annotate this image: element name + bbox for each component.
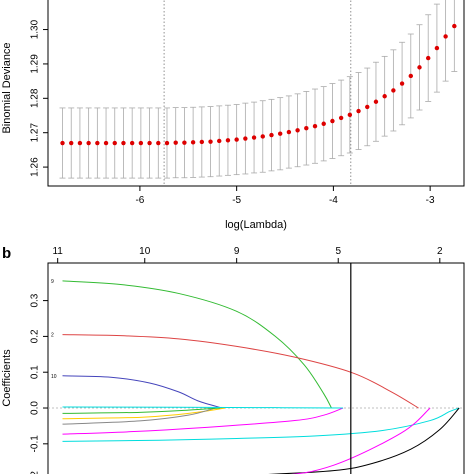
coefficient-path-label-1: 2 (51, 333, 54, 339)
coefficient-path-0 (62, 280, 332, 409)
deviance-point-6 (112, 140, 117, 146)
coefficient-top-tick-label-3: 5 (335, 246, 341, 257)
deviance-y-tick-label-0: 1.26 (30, 157, 41, 177)
coefficient-path-label-2: 10 (51, 374, 57, 380)
deviance-point-19 (225, 138, 231, 143)
coefficient-path-2 (62, 375, 223, 409)
deviance-point-12 (164, 140, 170, 146)
deviance-point-38 (391, 88, 396, 93)
deviance-point-23 (260, 134, 265, 139)
deviance-point-3 (86, 140, 91, 146)
deviance-y-tick-label-3: 1.29 (30, 54, 41, 74)
coefficient-top-tick-label-2: 9 (234, 246, 240, 257)
coefficient-top-ticks: 11 10 9 5 2 (52, 246, 443, 263)
coefficient-y-tick-label-3: 0.1 (30, 365, 41, 379)
coefficient-path-10 (62, 406, 344, 409)
deviance-point-10 (147, 140, 152, 146)
coefficient-path-4 (62, 407, 460, 442)
coefficient-path-6 (62, 407, 226, 420)
deviance-point-7 (121, 140, 126, 146)
coefficient-panel: b 11 10 9 5 2 -0.2 -0.1 0.0 0.1 0.2 0.3 9 2 10 Coef… (1, 245, 465, 474)
deviance-x-ticks: -6 -5 -4 -3 (135, 186, 435, 206)
deviance-point-24 (269, 132, 274, 138)
deviance-point-11 (156, 140, 161, 146)
deviance-point-41 (417, 65, 422, 70)
deviance-y-tick-label-4: 1.30 (30, 19, 41, 39)
deviance-y-tick-label-2: 1.28 (30, 88, 41, 108)
coefficient-top-tick-label-0: 11 (52, 246, 63, 257)
coefficient-path-labels: 9 2 10 (51, 279, 57, 380)
coefficient-y-tick-label-2: 0.0 (30, 401, 41, 415)
coefficient-y-tick-label-0: -0.2 (30, 471, 41, 474)
coefficient-paths (62, 280, 460, 474)
deviance-point-9 (138, 140, 144, 146)
deviance-point-4 (95, 140, 100, 146)
deviance-points (60, 23, 457, 146)
coefficient-y-axis-label: Coefficients (1, 349, 13, 407)
deviance-y-axis-label: Binomial Deviance (1, 42, 13, 133)
coefficient-y-tick-label-1: -0.1 (30, 435, 41, 453)
deviance-point-44 (443, 34, 448, 39)
deviance-point-26 (286, 129, 292, 135)
coefficient-top-tick-label-4: 2 (437, 246, 443, 257)
panel-b-label: b (2, 245, 11, 262)
deviance-point-0 (60, 140, 65, 146)
deviance-point-45 (452, 23, 457, 29)
deviance-point-29 (312, 123, 318, 129)
deviance-y-ticks: 1.26 1.27 1.28 1.29 1.30 (30, 19, 48, 177)
deviance-point-1 (69, 140, 74, 146)
deviance-y-tick-label-1: 1.27 (30, 123, 41, 143)
deviance-point-34 (356, 108, 361, 114)
deviance-point-40 (408, 73, 413, 79)
deviance-point-37 (382, 94, 387, 99)
deviance-point-27 (295, 128, 300, 133)
deviance-reference-lines (163, 0, 352, 186)
deviance-point-15 (190, 140, 196, 145)
deviance-point-17 (208, 139, 213, 144)
deviance-point-22 (251, 135, 257, 140)
coefficient-y-tick-label-4: 0.2 (30, 329, 41, 343)
deviance-x-tick-label-0: -6 (135, 195, 144, 206)
deviance-x-tick-label-3: -3 (426, 195, 435, 206)
deviance-point-35 (365, 104, 370, 110)
deviance-point-43 (434, 45, 440, 51)
deviance-point-16 (199, 139, 205, 145)
deviance-point-18 (217, 138, 222, 144)
deviance-x-axis-label: log(Lambda) (225, 219, 287, 231)
deviance-point-20 (234, 137, 239, 142)
deviance-point-32 (338, 115, 344, 121)
deviance-point-25 (277, 131, 283, 136)
deviance-point-14 (182, 140, 187, 145)
deviance-point-21 (243, 136, 248, 141)
deviance-point-31 (330, 118, 335, 124)
deviance-point-33 (347, 112, 353, 118)
coefficient-path-8 (62, 407, 221, 414)
coefficient-top-tick-label-1: 10 (139, 246, 151, 257)
deviance-point-13 (173, 140, 178, 145)
deviance-x-tick-label-2: -4 (329, 195, 338, 206)
deviance-point-2 (77, 140, 83, 146)
coefficient-path-5 (266, 407, 460, 474)
deviance-point-42 (426, 55, 431, 61)
deviance-plot-frame (47, 0, 465, 187)
coefficient-y-tick-label-5: 0.3 (30, 293, 41, 307)
deviance-point-39 (399, 81, 405, 86)
deviance-point-30 (321, 121, 326, 126)
coefficient-path-3 (62, 407, 344, 435)
deviance-x-tick-label-1: -5 (232, 195, 241, 206)
coefficient-path-9 (291, 407, 431, 474)
coefficient-path-label-0: 9 (51, 279, 54, 285)
deviance-error-bars (59, 0, 458, 179)
deviance-panel: -6 -5 -4 -3 1.26 1.27 1.28 1.29 1.30 log(Lambda… (1, 0, 465, 231)
deviance-point-8 (129, 140, 135, 146)
deviance-point-28 (304, 126, 309, 131)
coefficient-y-ticks: -0.2 -0.1 0.0 0.1 0.2 0.3 (30, 293, 48, 474)
coefficient-plot-frame (47, 262, 465, 474)
deviance-point-36 (373, 99, 379, 104)
deviance-point-5 (103, 140, 109, 146)
coefficient-path-1 (62, 334, 419, 409)
coefficient-path-7 (62, 407, 216, 425)
